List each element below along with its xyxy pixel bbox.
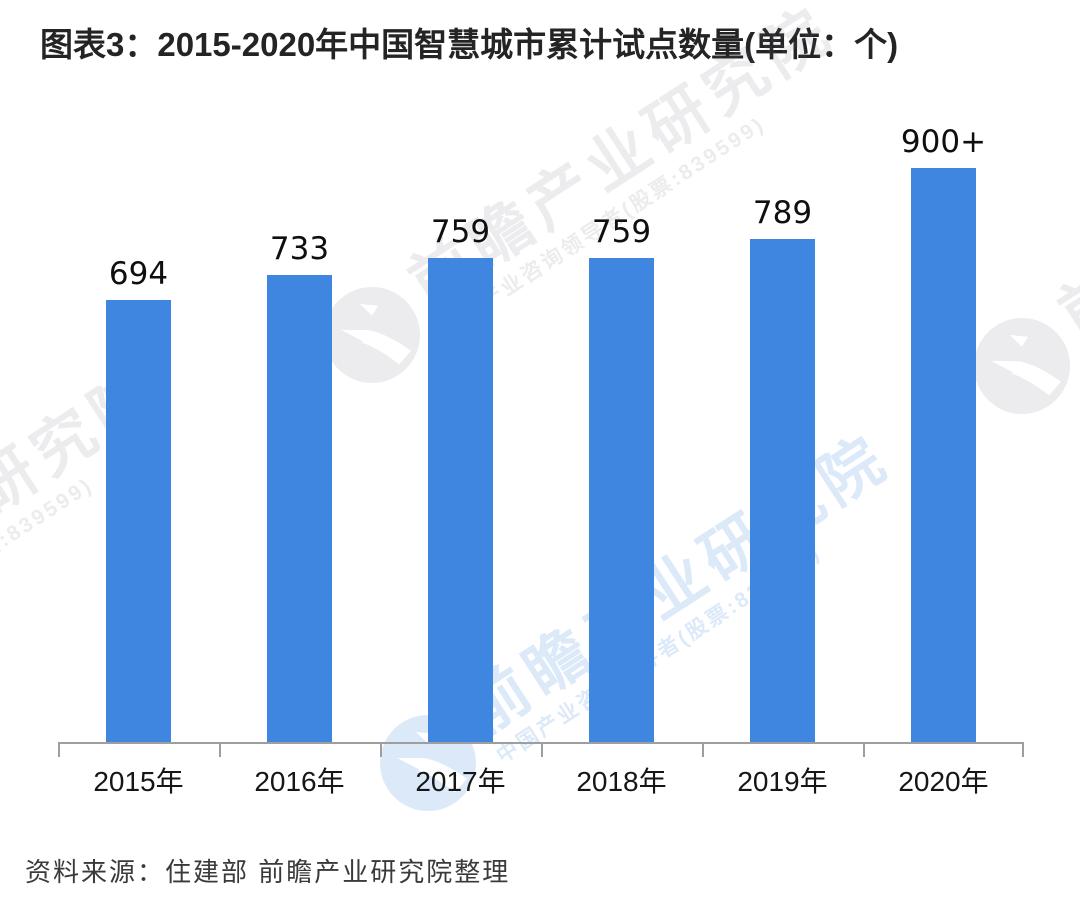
x-axis-label: 2016年 [254, 766, 345, 797]
chart-title: 图表3：2015-2020年中国智慧城市累计试点数量(单位：个) [40, 26, 899, 63]
x-axis-label: 2015年 [93, 766, 184, 797]
x-axis-tick [58, 744, 60, 757]
bar-value-label: 733 [269, 231, 330, 267]
x-axis-tick [1022, 744, 1024, 757]
bar-value-label: 759 [430, 214, 491, 250]
bar-2016年 [267, 275, 332, 742]
bar-chart-plot-area: 694 2015年 733 2016年 759 2017年 759 2018年 789 2019年… [58, 0, 1024, 797]
x-axis-tick [863, 744, 865, 757]
x-axis-label: 2017年 [415, 766, 506, 797]
x-axis-tick [541, 744, 543, 757]
bar-2015年 [106, 300, 171, 742]
bar-value-label: 789 [752, 195, 813, 231]
x-axis-tick [219, 744, 221, 757]
x-axis-tick [380, 744, 382, 757]
bar-2018年 [589, 258, 654, 742]
x-axis-label: 2019年 [737, 766, 828, 797]
watermark-main-text: 前瞻产业研究院 [1047, 24, 1080, 350]
bar-value-label: 759 [591, 214, 652, 250]
bar-2017年 [428, 258, 493, 742]
bar-2019年 [750, 239, 815, 742]
x-axis-tick [702, 744, 704, 757]
bar-2020年 [911, 168, 976, 742]
x-axis-label: 2018年 [576, 766, 667, 797]
source-note: 资料来源：住建部 前瞻产业研究院整理 [25, 857, 511, 887]
bar-value-label: 694 [108, 256, 169, 292]
bar-value-label: 900+ [900, 124, 987, 160]
x-axis-line [58, 742, 1024, 744]
x-axis-label: 2020年 [898, 766, 989, 797]
